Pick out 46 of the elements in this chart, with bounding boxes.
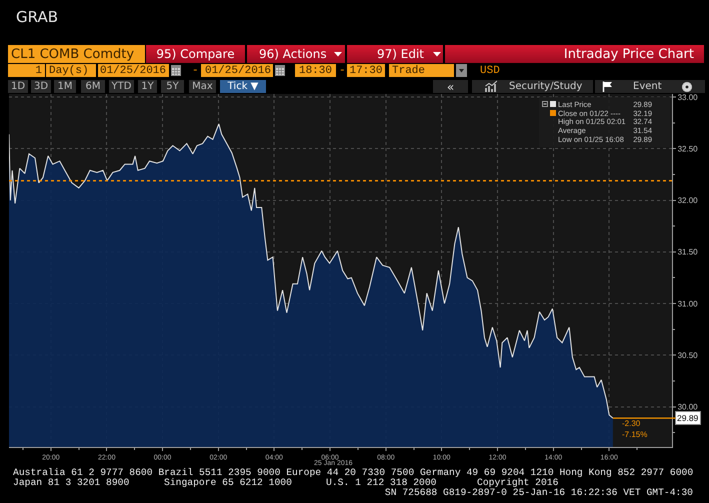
input-field: 01/25/2016	[98, 64, 169, 77]
text: -	[339, 65, 346, 77]
button: Max	[189, 80, 216, 93]
button: Security/Study	[472, 80, 593, 93]
text: Singapore 65 6212 1000	[164, 477, 292, 488]
text: -	[192, 65, 199, 77]
input-field: Day(s)	[46, 64, 96, 77]
y-tick-label: 33.00	[678, 92, 698, 102]
input-field: 01/25/2016	[201, 64, 273, 77]
text: Australia 61 2 9777 8600 Brazil 5511 2395 9000 Europe 44 20 7330 7500 Germany 49 69 9204 1210 Hong Kong 852 2977 6000	[13, 467, 694, 478]
button: 1M	[54, 80, 76, 93]
button: 95) Compare	[146, 45, 245, 63]
text: U.S. 1 212 318 2000	[326, 477, 436, 488]
y-tick-label: 31.00	[678, 299, 698, 308]
text: GRAB	[16, 8, 58, 26]
button: 5Y	[161, 80, 184, 93]
chart-title: Intraday Price Chart	[564, 46, 694, 62]
button: 96) Actions	[247, 45, 345, 63]
input-field: CL1 COMB Comdty	[8, 45, 145, 63]
button: 3D	[31, 80, 51, 93]
button: «	[433, 80, 468, 93]
annotation: 29.89	[677, 413, 699, 423]
text: Copyright 2016	[477, 477, 558, 488]
text: Japan 81 3 3201 8900	[13, 477, 130, 488]
button: 1D	[8, 80, 28, 93]
input-field: 1	[8, 64, 45, 77]
chart-subtitle: CL1 COMB Comdty	[11, 46, 134, 62]
button: 97) Edit	[347, 45, 443, 63]
button: 1Y	[138, 80, 157, 93]
input-field: 18:30	[295, 64, 336, 77]
input-field: Trade	[389, 64, 454, 77]
text: SN 725688 G819-2897-0 25-Jan-16 16:22:36 VET GMT-4:30	[384, 487, 693, 498]
annotation: -7.15%	[622, 430, 648, 439]
button: Tick ▼	[220, 80, 266, 93]
y-tick-label: 30.50	[678, 350, 698, 360]
button: Event	[595, 80, 671, 93]
header-bar: Intraday Price Chart	[445, 45, 704, 63]
button: 6M	[81, 80, 105, 93]
y-tick-label: 30.00	[678, 402, 698, 412]
y-tick-label: 32.00	[678, 196, 698, 206]
y-tick-label: 31.50	[678, 248, 698, 257]
annotation: -2.30	[622, 419, 641, 428]
y-tick-label: 32.50	[678, 144, 698, 154]
input-field: 17:30	[347, 64, 385, 77]
button: YTD	[109, 80, 134, 93]
text: USD	[480, 65, 500, 77]
